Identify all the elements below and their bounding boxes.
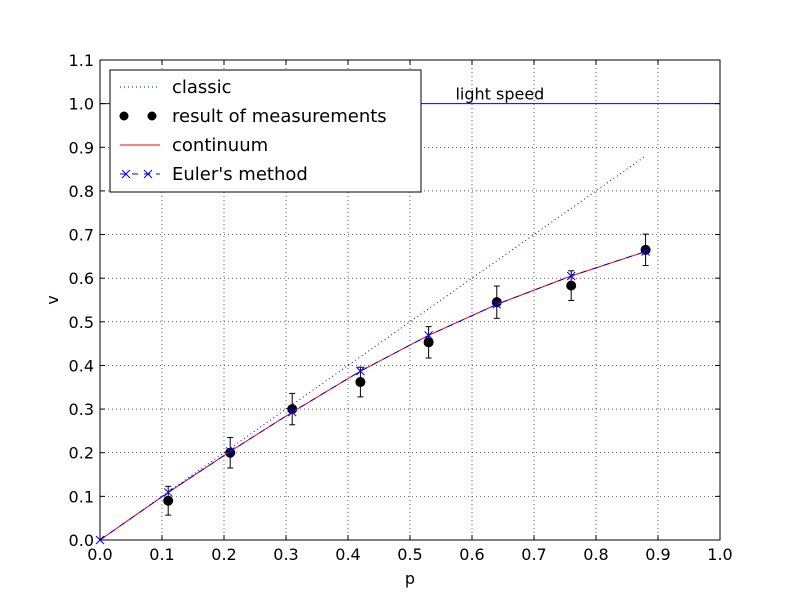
y-tick-label: 0.9 <box>69 138 94 157</box>
y-tick-label: 1.1 <box>69 51 94 70</box>
legend-marker-measurement <box>147 111 157 121</box>
euler-point <box>163 488 173 497</box>
y-tick-label: 0.7 <box>69 226 94 245</box>
series-2 <box>99 251 646 541</box>
legend-entries: classic result of measurements continuum Eu… <box>119 77 387 185</box>
x-tick-label: 1.0 <box>707 545 732 564</box>
continuum-series-line <box>99 251 646 541</box>
legend-label: result of measurements <box>172 106 387 127</box>
x-axis-label: p <box>405 569 415 588</box>
y-tick-label: 0.8 <box>69 182 94 201</box>
measurement-point <box>423 337 434 348</box>
tick-layer: 0.0 0.1 0.2 0.3 0.4 0.5 0.6 0.7 0.8 0.9 1.0 0.0 0.1 0… <box>69 51 733 564</box>
measurement-point <box>566 280 577 291</box>
x-tick-label: 0.0 <box>87 545 112 564</box>
legend-marker-measurement <box>119 111 129 121</box>
y-tick-label: 1.0 <box>69 95 94 114</box>
x-tick-label: 0.5 <box>397 545 422 564</box>
legend-label: Euler's method <box>172 164 308 185</box>
y-tick-label: 0.1 <box>69 487 94 506</box>
legend-label: continuum <box>172 135 268 156</box>
y-tick-label: 0.0 <box>69 531 94 550</box>
series-3 <box>95 247 650 545</box>
legend-label: classic <box>172 77 232 98</box>
y-tick-label: 0.5 <box>69 313 94 332</box>
x-tick-label: 0.7 <box>521 545 546 564</box>
series-0 <box>99 155 646 541</box>
measurement-point <box>355 377 366 388</box>
x-tick-label: 0.6 <box>459 545 484 564</box>
legend-marker-euler <box>143 169 153 179</box>
euler-point <box>641 247 650 256</box>
x-tick-label: 0.3 <box>273 545 298 564</box>
euler-point <box>356 366 365 376</box>
euler-series-line <box>99 251 646 541</box>
euler-point <box>492 300 502 309</box>
y-tick-label: 0.4 <box>69 356 94 375</box>
classic-series-line <box>99 155 646 541</box>
light-speed-annotation: light speed <box>455 84 544 103</box>
y-tick-label: 0.2 <box>69 444 94 463</box>
x-tick-label: 0.1 <box>149 545 174 564</box>
x-tick-label: 0.9 <box>645 545 670 564</box>
legend-marker-euler <box>121 169 131 179</box>
legend-entry: classic <box>120 77 232 98</box>
y-axis-label: v <box>43 295 62 304</box>
euler-point <box>566 271 576 281</box>
x-tick-label: 0.8 <box>583 545 608 564</box>
y-tick-label: 0.6 <box>69 269 94 288</box>
legend-entry: result of measurements <box>119 106 387 127</box>
measurement-point <box>163 495 174 506</box>
series-1 <box>163 233 651 516</box>
legend: classic result of measurements continuum Eu… <box>109 69 422 193</box>
x-tick-label: 0.2 <box>211 545 236 564</box>
y-tick-label: 0.3 <box>69 400 94 419</box>
euler-point <box>287 407 297 417</box>
euler-point <box>225 447 235 456</box>
legend-box <box>109 69 422 193</box>
x-tick-label: 0.4 <box>335 545 360 564</box>
legend-entry: continuum <box>120 135 268 156</box>
euler-point <box>424 330 433 340</box>
legend-entry: Euler's method <box>120 164 308 185</box>
